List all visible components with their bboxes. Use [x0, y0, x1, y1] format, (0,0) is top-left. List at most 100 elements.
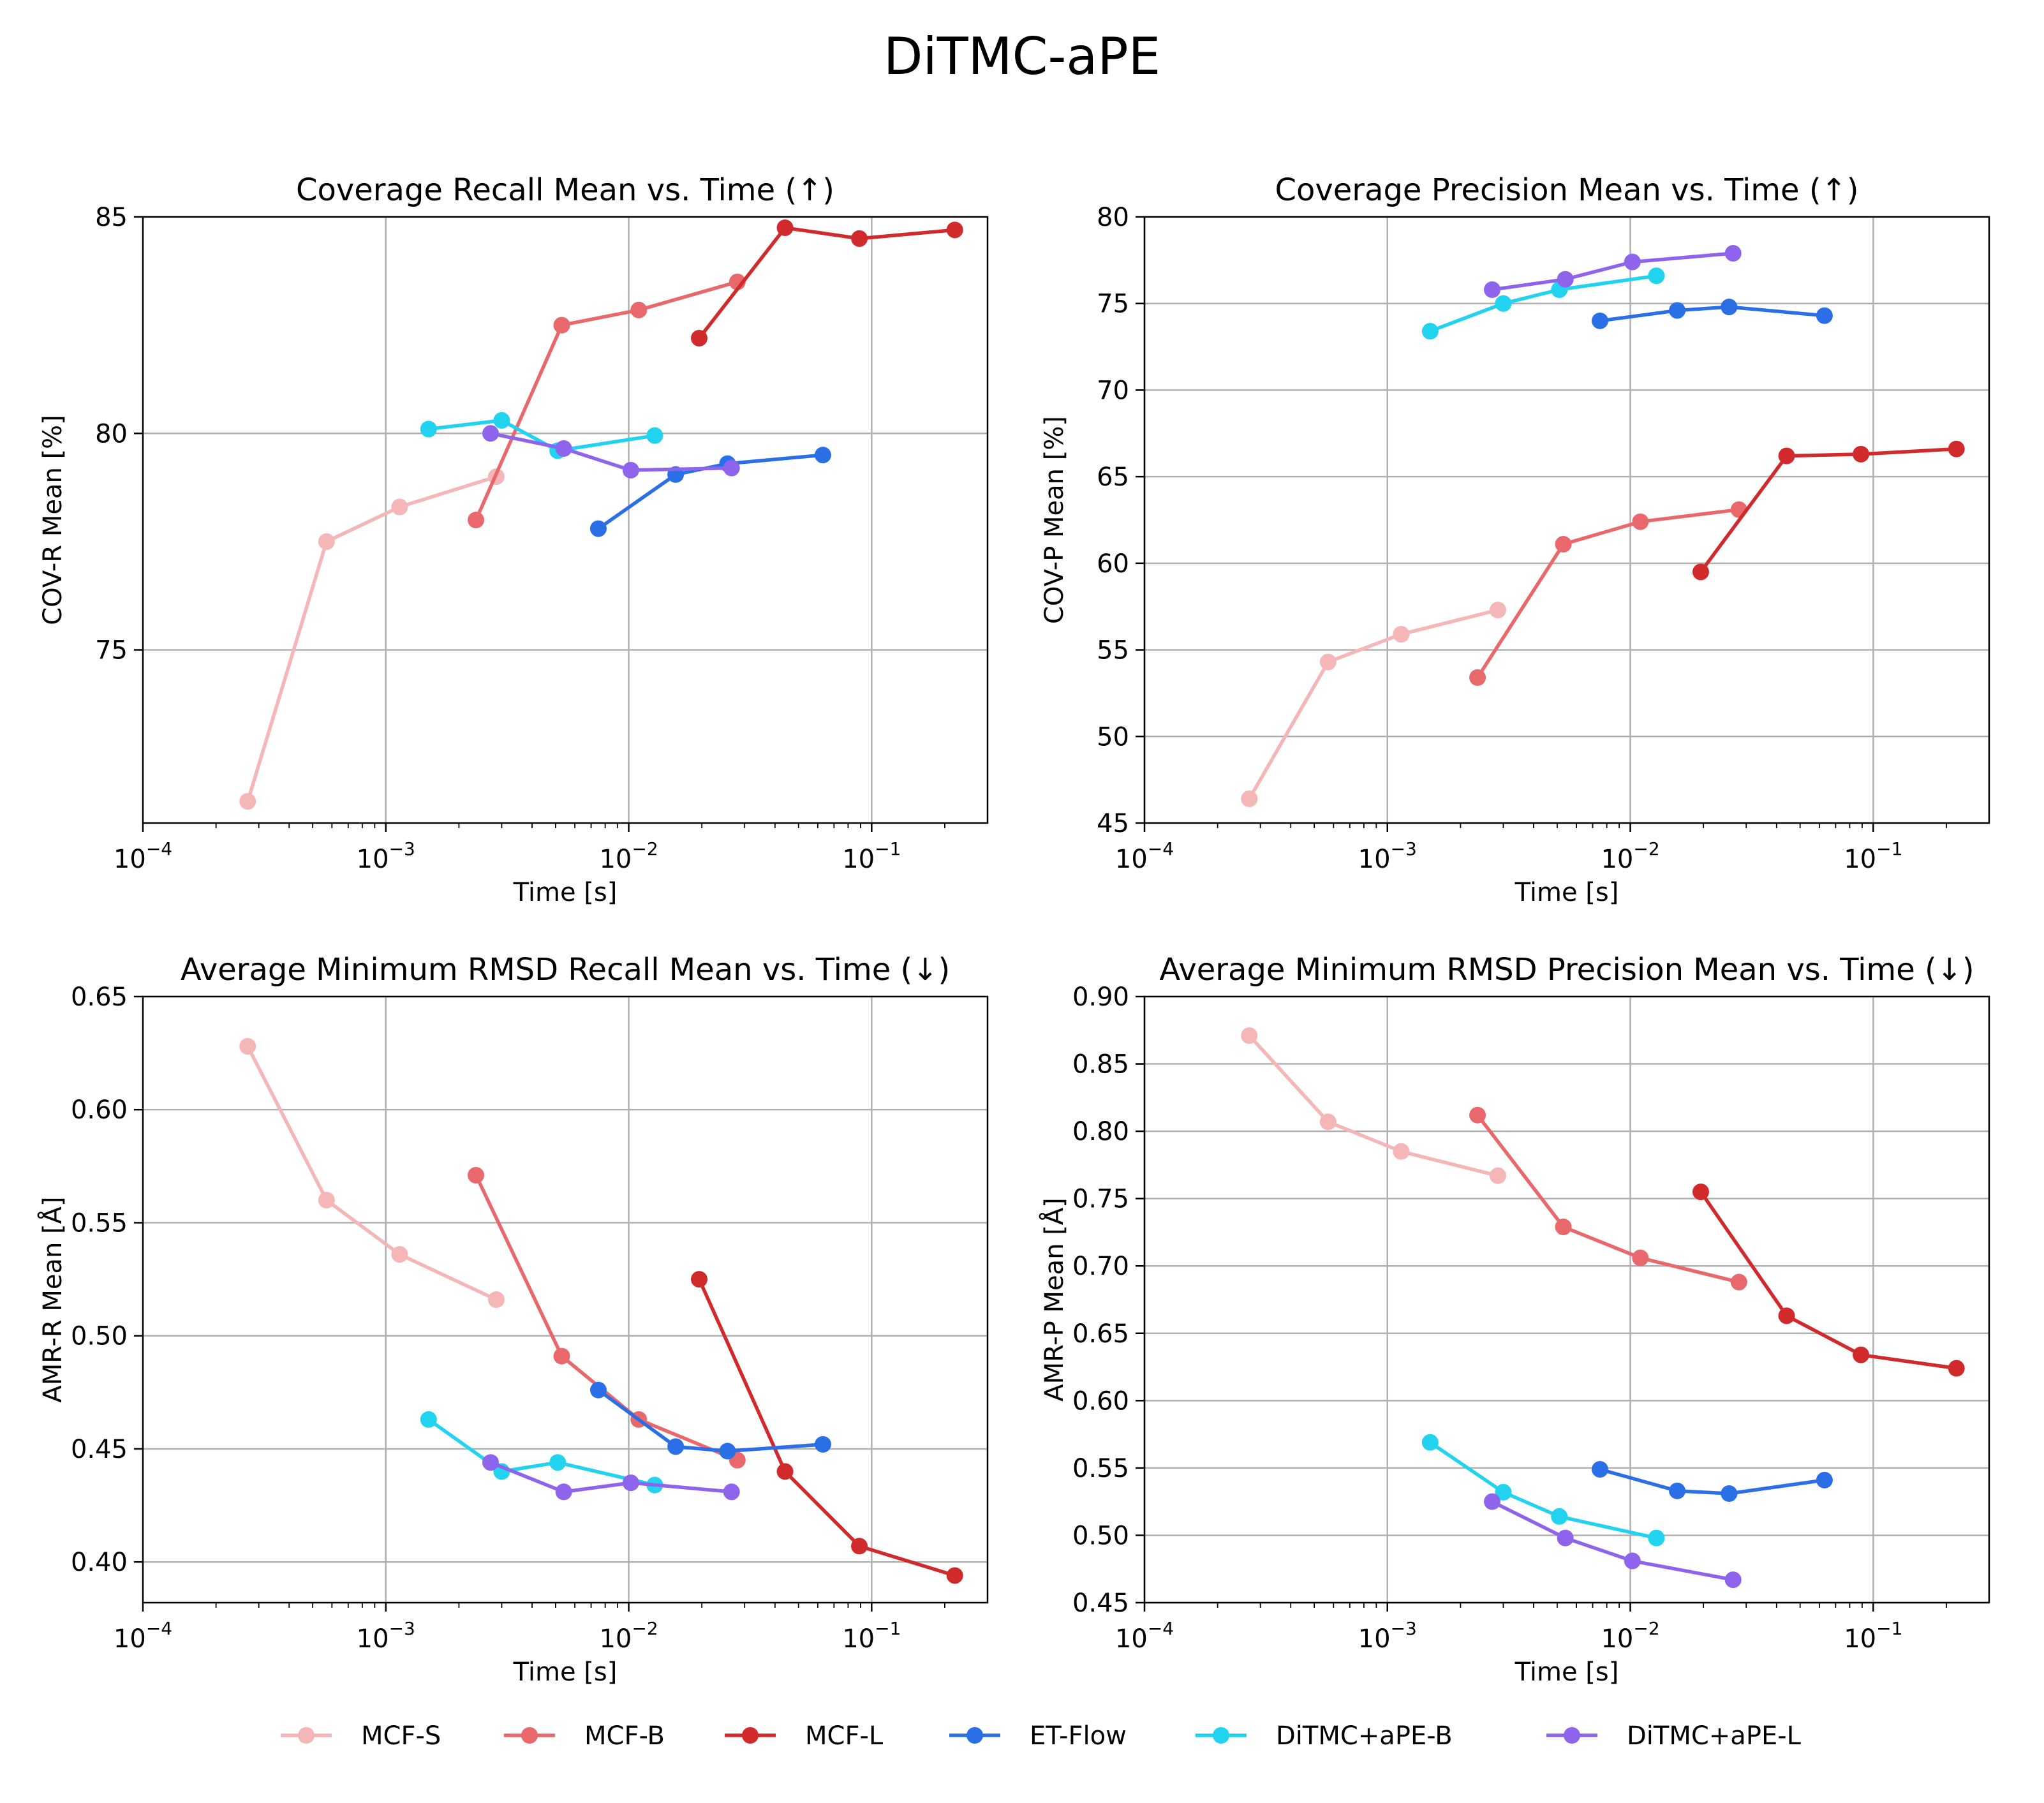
series-line: [1476, 1114, 1740, 1284]
y-tick-label: 80: [1097, 203, 1129, 232]
data-point: [391, 1246, 408, 1263]
data-point: [776, 219, 794, 236]
series-MCF-B: [1469, 501, 1747, 686]
data-point: [318, 533, 335, 550]
legend-label: DiTMC+aPE-B: [1276, 1721, 1453, 1751]
data-point: [723, 1483, 740, 1501]
data-point: [1648, 267, 1665, 285]
data-point: [1557, 1529, 1574, 1547]
legend-label: MCF-B: [584, 1721, 665, 1751]
series-MCF-S: [1241, 1027, 1506, 1184]
data-point: [1319, 653, 1337, 671]
legend-marker: [1564, 1727, 1580, 1744]
y-tick-label: 0.50: [1072, 1521, 1129, 1550]
y-tick-label: 55: [1097, 636, 1129, 665]
data-point: [1495, 295, 1512, 312]
data-point: [851, 1538, 868, 1555]
data-point: [1778, 447, 1795, 464]
x-tick-label: 10−3: [1358, 838, 1417, 874]
data-point: [1421, 323, 1439, 340]
series-line: [1429, 1441, 1657, 1540]
data-point: [420, 420, 437, 438]
data-point: [1692, 563, 1709, 581]
y-tick-label: 0.70: [1072, 1252, 1129, 1281]
x-tick-exponent: −4: [1148, 1618, 1174, 1639]
series-line: [597, 1388, 824, 1453]
data-point: [589, 520, 607, 537]
x-tick-exponent: −3: [389, 1618, 415, 1639]
data-point: [1393, 626, 1410, 643]
legend-entry: MCF-B: [504, 1721, 665, 1751]
series-ET-Flow: [1591, 1461, 1833, 1502]
x-tick-base: 10: [114, 1624, 146, 1654]
data-point: [1730, 1273, 1747, 1291]
x-tick-base: 10: [1601, 845, 1633, 874]
x-tick-exponent: −4: [1148, 838, 1174, 859]
y-axis-label: AMR-P Mean [Å]: [1039, 1198, 1069, 1402]
data-point: [482, 1454, 500, 1471]
data-point: [1489, 1167, 1506, 1184]
plot-frame: [1143, 216, 1990, 824]
legend-marker: [298, 1727, 315, 1744]
series-line: [1248, 1034, 1499, 1178]
x-axis-label: Time [s]: [1514, 1658, 1619, 1687]
x-tick-exponent: −2: [1633, 1618, 1659, 1639]
x-tick-base: 10: [1115, 1624, 1148, 1654]
x-tick-exponent: −1: [875, 1618, 901, 1639]
y-axis-label: AMR-R Mean [Å]: [37, 1196, 68, 1402]
y-tick-label: 0.55: [71, 1208, 128, 1238]
data-point: [1669, 1482, 1686, 1499]
data-point: [1853, 445, 1870, 463]
data-point: [1816, 1471, 1833, 1488]
series-line: [489, 1460, 732, 1494]
x-tick-base: 10: [842, 1624, 875, 1654]
series-line: [428, 419, 655, 453]
legend-label: DiTMC+aPE-L: [1627, 1721, 1802, 1751]
chart-title: Average Minimum RMSD Precision Mean vs. …: [1159, 952, 1974, 988]
data-point: [622, 1474, 639, 1492]
data-point: [1724, 1571, 1742, 1589]
data-point: [1241, 1027, 1258, 1044]
x-tick-exponent: −1: [1876, 838, 1902, 859]
data-point: [1241, 790, 1258, 807]
data-point: [318, 1192, 335, 1209]
legend-entry: ET-Flow: [949, 1721, 1127, 1751]
data-point: [1669, 302, 1686, 319]
x-tick-exponent: −2: [1633, 838, 1659, 859]
y-tick-label: 85: [95, 203, 128, 232]
x-tick-label: 10−1: [1844, 838, 1902, 874]
data-point: [1484, 281, 1501, 298]
data-point: [589, 1381, 607, 1399]
legend-label: ET-Flow: [1030, 1721, 1127, 1751]
y-tick-label: 0.60: [1072, 1386, 1129, 1416]
y-tick-label: 75: [95, 636, 128, 665]
x-axis-label: Time [s]: [513, 878, 618, 907]
series-line: [1476, 507, 1740, 679]
series-line: [697, 226, 955, 339]
series-line: [1599, 1467, 1825, 1495]
y-tick-label: 60: [1097, 549, 1129, 579]
data-point: [1421, 1434, 1439, 1451]
series-MCF-S: [239, 1037, 505, 1308]
data-point: [690, 1271, 707, 1288]
series-line: [1599, 305, 1825, 323]
y-tick-label: 0.40: [71, 1548, 128, 1577]
data-point: [646, 427, 663, 444]
x-tick-exponent: −1: [1876, 1618, 1902, 1639]
data-point: [239, 1037, 256, 1055]
chart-title: Coverage Precision Mean vs. Time (↑): [1275, 172, 1858, 208]
x-tick-exponent: −4: [146, 838, 172, 859]
x-tick-label: 10−1: [842, 838, 901, 874]
data-point: [1624, 1552, 1641, 1569]
y-tick-label: 0.45: [71, 1435, 128, 1464]
x-tick-base: 10: [599, 845, 632, 874]
data-point: [814, 1436, 831, 1453]
series-DiTMC+aPE-B: [420, 412, 663, 459]
legend-entry: DiTMC+aPE-B: [1196, 1721, 1453, 1751]
data-point: [946, 221, 963, 239]
x-tick-exponent: −4: [146, 1618, 172, 1639]
x-tick-label: 10−2: [1601, 1618, 1659, 1654]
series-line: [697, 1278, 956, 1578]
chart-panels: Coverage Recall Mean vs. Time (↑)10−4 10−…: [37, 172, 1990, 1687]
